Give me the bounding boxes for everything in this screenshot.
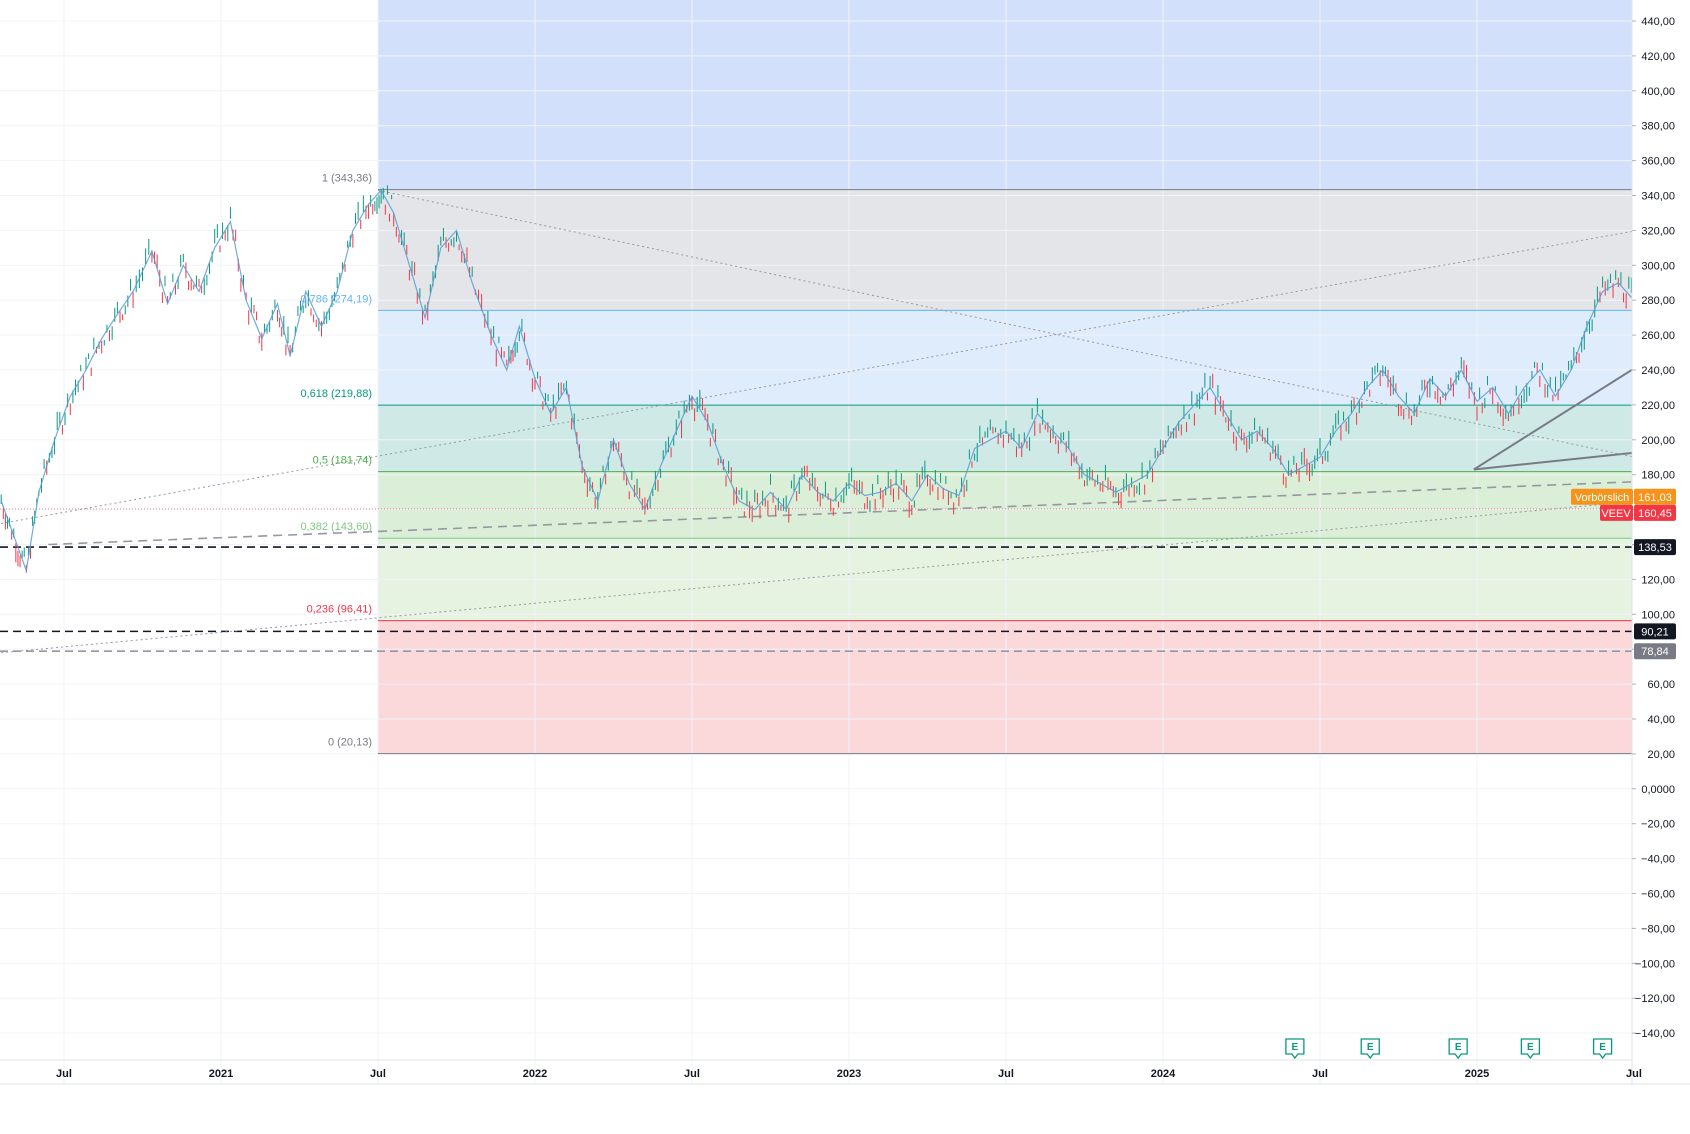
- trendline-solid[interactable]: [1473, 175, 1690, 471]
- fib-level-label: 0,786 (274,19): [300, 293, 372, 305]
- horizontal-lines[interactable]: [0, 508, 1632, 653]
- price-tick-label: 20,00: [1647, 749, 1675, 761]
- earnings-icon[interactable]: [1360, 1038, 1380, 1060]
- last-price-value-bg: [1634, 504, 1676, 521]
- time-tick-label: 2025: [1465, 1068, 1489, 1080]
- earnings-icon[interactable]: [1285, 1038, 1305, 1060]
- price-tick-label: 60,00: [1647, 679, 1675, 691]
- earnings-icon-letter: E: [1367, 1042, 1374, 1053]
- price-tick-label: 300,00: [1641, 260, 1675, 272]
- price-tick-label: −80,00: [1641, 923, 1675, 935]
- price-line: [0, 189, 1690, 571]
- level-tag-bg: [1634, 539, 1676, 556]
- earnings-markers[interactable]: EEEEEEEEE: [1285, 1038, 1690, 1060]
- price-tick-label: 420,00: [1641, 51, 1675, 63]
- time-tick-label: 2021: [209, 1068, 233, 1080]
- time-tick-label: Jul: [1626, 1068, 1642, 1080]
- time-tick-label: Jul: [684, 1068, 700, 1080]
- earnings-icon[interactable]: [1520, 1038, 1541, 1060]
- time-tick-label: Jul: [1312, 1068, 1328, 1080]
- price-tick-label: 380,00: [1641, 121, 1675, 133]
- price-tick-label: 320,00: [1641, 225, 1675, 237]
- time-axis[interactable]: Jul2021Jul2022Jul2023Jul2024Jul2025Jul20…: [0, 1059, 1690, 1085]
- price-tick-label: −100,00: [1635, 958, 1675, 970]
- premarket-name-bg: [1571, 488, 1633, 505]
- last-price-value: 160,45: [1638, 508, 1672, 520]
- earnings-icon-letter: E: [1599, 1042, 1606, 1053]
- fib-zone: [378, 189, 1690, 311]
- fib-level-label: 1 (343,36): [322, 173, 372, 185]
- price-tick-label: 340,00: [1641, 191, 1675, 203]
- fib-level-label: 0,236 (96,41): [307, 604, 372, 616]
- fib-zone: [378, 405, 1690, 472]
- fib-level-lines: [378, 189, 1690, 755]
- fib-zones: [378, 0, 1690, 754]
- price-tags: 138,53 90,21 78,84 Vorbörslich 161,03 VEEV 160…: [1571, 488, 1676, 660]
- time-tick-label: Jul: [370, 1068, 386, 1080]
- price-tick-label: 0,0000: [1641, 784, 1675, 796]
- level-tag-bg: [1634, 643, 1676, 660]
- price-tick-label: 180,00: [1641, 470, 1675, 482]
- price-tick-label: −60,00: [1641, 889, 1675, 901]
- price-tick-label: 440,00: [1641, 16, 1675, 28]
- price-series: [0, 185, 1690, 573]
- fib-zone: [378, 620, 1690, 754]
- fib-zone-extension: [378, 0, 1690, 190]
- trendline-dotted[interactable]: [1, 45, 1690, 525]
- trendlines[interactable]: [1, 45, 1690, 753]
- earnings-icon[interactable]: [1592, 1038, 1613, 1060]
- price-tick-label: −120,00: [1635, 993, 1675, 1005]
- earnings-icon-letter: E: [1455, 1042, 1462, 1053]
- price-tick-label: −140,00: [1635, 1028, 1675, 1040]
- level-tag: 138,53: [1638, 542, 1672, 554]
- price-tick-label: 120,00: [1641, 574, 1675, 586]
- price-tick-label: 220,00: [1641, 400, 1675, 412]
- fib-level-label: 0,5 (181,74): [313, 455, 372, 467]
- price-tick-label: 360,00: [1641, 156, 1675, 168]
- earnings-icon-letter: E: [1292, 1042, 1299, 1053]
- fib-level-label: 0 (20,13): [328, 737, 372, 749]
- price-tick-label: −20,00: [1641, 819, 1675, 831]
- price-tick-label: 240,00: [1641, 365, 1675, 377]
- fib-level-label: 0,382 (143,60): [300, 521, 372, 533]
- price-tick-label: 200,00: [1641, 435, 1675, 447]
- premarket-value-bg: [1634, 488, 1676, 505]
- trendline-solid[interactable]: [1473, 421, 1690, 471]
- symbol-name: VEEV: [1601, 508, 1631, 520]
- price-tick-label: 260,00: [1641, 330, 1675, 342]
- price-tick-label: 400,00: [1641, 86, 1675, 98]
- fib-zone: [378, 471, 1690, 539]
- trendline-dotted[interactable]: [1, 417, 1690, 654]
- time-tick-label: 2024: [1151, 1068, 1176, 1080]
- level-tag: 78,84: [1641, 646, 1669, 658]
- symbol-name-bg: [1600, 504, 1633, 521]
- earnings-icon-letter: E: [1527, 1042, 1534, 1053]
- trendline-dashed[interactable]: [48, 471, 1690, 546]
- fib-level-labels: 1 (343,36) 0,786 (274,19) 0,618 (219,88) 0,…: [300, 173, 372, 749]
- level-tag: 90,21: [1641, 626, 1669, 638]
- time-tick-label: 2022: [523, 1068, 547, 1080]
- price-tick-label: 40,00: [1647, 714, 1675, 726]
- earnings-icon[interactable]: [1448, 1038, 1468, 1060]
- time-tick-label: Jul: [998, 1068, 1014, 1080]
- price-tick-label: 280,00: [1641, 295, 1675, 307]
- fib-level-label: 0,618 (219,88): [300, 388, 372, 400]
- price-tick-label: 100,00: [1641, 609, 1675, 621]
- time-tick-label: Jul: [56, 1068, 72, 1080]
- level-tag-bg: [1634, 623, 1676, 640]
- time-tick-label: 2023: [837, 1068, 861, 1080]
- premarket-value: 161,03: [1638, 492, 1672, 504]
- premarket-name: Vorbörslich: [1575, 492, 1629, 504]
- price-tick-label: −40,00: [1641, 854, 1675, 866]
